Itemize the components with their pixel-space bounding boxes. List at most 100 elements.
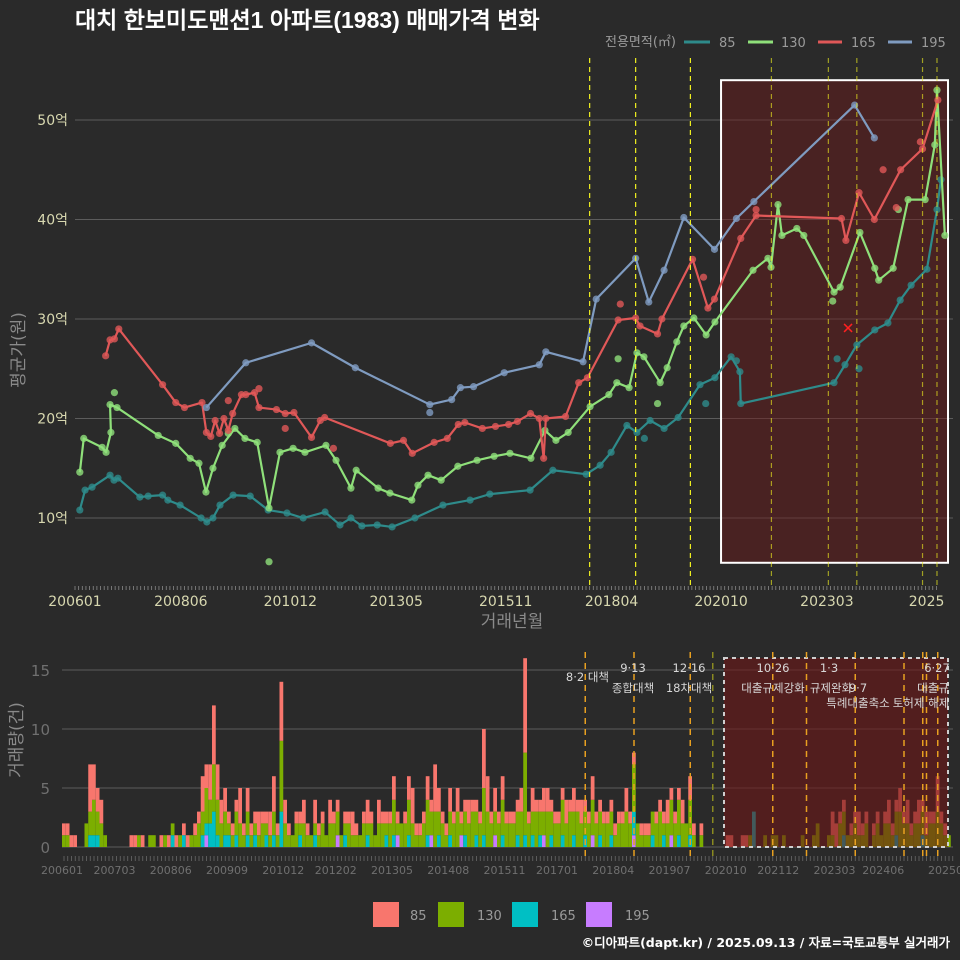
bar-85 (380, 811, 385, 824)
data-point-130 (933, 86, 941, 94)
bar-165 (662, 835, 666, 847)
bar-130 (294, 823, 299, 847)
bar-85 (268, 811, 272, 836)
data-point-165 (242, 391, 250, 399)
bar-85 (523, 658, 527, 753)
data-point-130 (586, 402, 594, 411)
data-point-195 (732, 214, 740, 223)
bar-130 (309, 835, 314, 847)
bar-85 (365, 799, 370, 824)
bar-130 (189, 835, 194, 847)
bar-85 (377, 799, 381, 824)
bar-85 (598, 799, 602, 812)
bar-85 (433, 764, 437, 812)
bar-130 (557, 823, 561, 847)
bar-85 (253, 811, 257, 824)
x-tick-label: 201305 (369, 594, 422, 610)
bar-165 (572, 835, 576, 847)
bar-85 (69, 835, 74, 847)
data-point-85 (582, 470, 590, 478)
bar-130 (560, 799, 565, 836)
data-point-165 (102, 352, 110, 360)
bar-85 (545, 788, 550, 812)
x-tick-label: 201408 (427, 864, 469, 877)
bar-85 (470, 799, 475, 812)
legend-swatch-85 (373, 902, 399, 927)
bar-165 (598, 835, 602, 847)
data-point-165 (211, 416, 219, 425)
data-point-195 (202, 403, 210, 412)
bar-85 (568, 799, 572, 812)
bar-85 (245, 788, 250, 812)
bar-85 (519, 788, 524, 812)
legend-swatch-195 (586, 902, 612, 927)
y-axis-title: 평균가(원) (9, 312, 29, 388)
data-point-130 (856, 228, 864, 237)
bar-85 (230, 823, 235, 836)
bar-85 (590, 776, 595, 800)
bar-85 (692, 823, 696, 836)
y-tick-label: 40억 (37, 213, 68, 229)
data-point-85 (229, 491, 237, 499)
data-point-130 (209, 464, 217, 472)
bar-130 (238, 823, 242, 847)
data-point-85 (596, 461, 604, 469)
data-point-130 (386, 489, 394, 497)
bar-130 (418, 835, 422, 847)
data-point-85 (871, 326, 879, 334)
data-point-85 (373, 521, 381, 529)
bar-130 (212, 764, 216, 812)
bar-195 (429, 835, 434, 847)
bottom-highlight-region (723, 657, 949, 848)
bar-130 (65, 835, 70, 847)
bar-85 (677, 788, 681, 800)
data-point-195 (680, 213, 688, 222)
bar-85 (617, 811, 621, 824)
bar-85 (575, 799, 580, 812)
bar-85 (530, 788, 535, 812)
data-point-85 (144, 492, 152, 500)
legend-text-85: 85 (410, 909, 427, 924)
bar-85 (444, 823, 449, 836)
bar-85 (602, 811, 606, 824)
bottom-y-axis-title: 거래량(건) (7, 702, 27, 778)
bar-130 (365, 823, 370, 836)
data-point-165 (198, 398, 206, 407)
bar-85 (219, 799, 224, 824)
bar-130 (545, 811, 550, 847)
data-point-85 (660, 424, 668, 433)
bar-85 (388, 811, 392, 824)
bar-85 (425, 776, 430, 800)
bar-165 (223, 835, 227, 847)
bar-130 (459, 823, 464, 836)
data-point-85 (439, 501, 447, 509)
bar-130 (347, 823, 351, 847)
bar-85 (418, 823, 422, 836)
series-line-195 (205, 103, 876, 409)
bar-165 (500, 835, 505, 847)
data-point-130 (875, 276, 883, 284)
data-point-195 (500, 369, 508, 377)
data-point-130 (454, 462, 462, 470)
bar-130 (583, 811, 587, 836)
data-point-165 (229, 409, 237, 418)
bar-130 (440, 823, 445, 847)
bar-130 (485, 811, 490, 847)
data-point-165 (710, 295, 719, 303)
data-point-165 (491, 422, 500, 431)
event-label-12-16: 18차대책 (666, 681, 712, 695)
x-tick-label: 202406 (862, 864, 904, 877)
bar-85 (500, 776, 505, 800)
bar-85 (320, 811, 325, 824)
bar-130 (575, 811, 580, 847)
y-tick-label: 10억 (37, 511, 68, 527)
data-point-85 (833, 355, 841, 363)
bar-130 (260, 823, 265, 847)
bar-85 (628, 811, 632, 824)
x-tick-label: 202112 (757, 864, 799, 877)
data-point-165 (575, 379, 583, 387)
bar-85 (452, 811, 456, 824)
data-point-85 (216, 501, 224, 509)
bar-165 (609, 835, 614, 847)
